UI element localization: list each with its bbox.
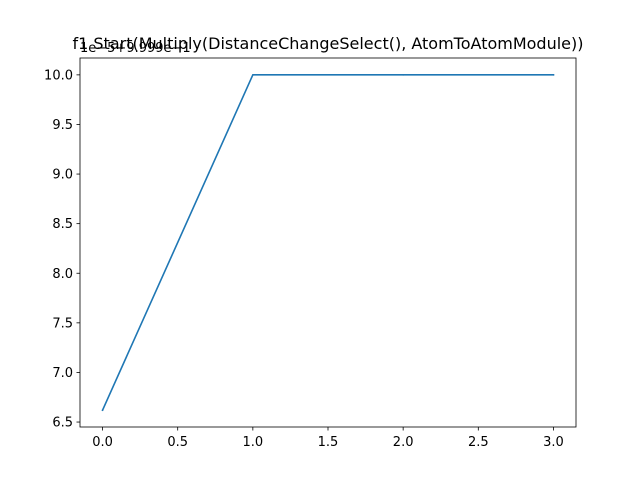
y-tick-label: 10.0: [44, 68, 73, 83]
x-tick-label: 0.5: [167, 435, 188, 450]
x-tick-label: 0.0: [92, 435, 113, 450]
x-tick-label: 1.0: [243, 435, 264, 450]
y-tick-label: 8.0: [52, 267, 73, 282]
y-tick-label: 8.5: [52, 217, 73, 232]
y-tick-label: 9.5: [52, 118, 73, 133]
x-tick-label: 3.0: [543, 435, 564, 450]
plot-area: 6.5 7.0 7.5 8.0 8.5 9.0 9.5 10.0 0.0 0.5 1.0 1.5 2.0…: [44, 57, 577, 450]
data-point: [552, 74, 555, 76]
chart-title: f1 Start(Multiply(DistanceChangeSelect()…: [72, 34, 583, 53]
x-tick-label: 2.5: [468, 435, 489, 450]
axes-frame: [79, 57, 577, 428]
y-tick-label: 9.0: [52, 168, 73, 183]
y-tick-label: 6.5: [52, 416, 73, 431]
y-axis-offset-text: 1e−5+9.999e−1: [80, 41, 191, 56]
data-point: [402, 74, 404, 76]
x-tick-label: 2.0: [393, 435, 414, 450]
series-line-0: [101, 74, 555, 412]
x-tick-label: 1.5: [318, 435, 339, 450]
data-point: [101, 409, 104, 411]
data-point: [252, 74, 254, 76]
y-tick-label: 7.5: [52, 316, 73, 331]
y-tick-label: 7.0: [52, 366, 73, 381]
